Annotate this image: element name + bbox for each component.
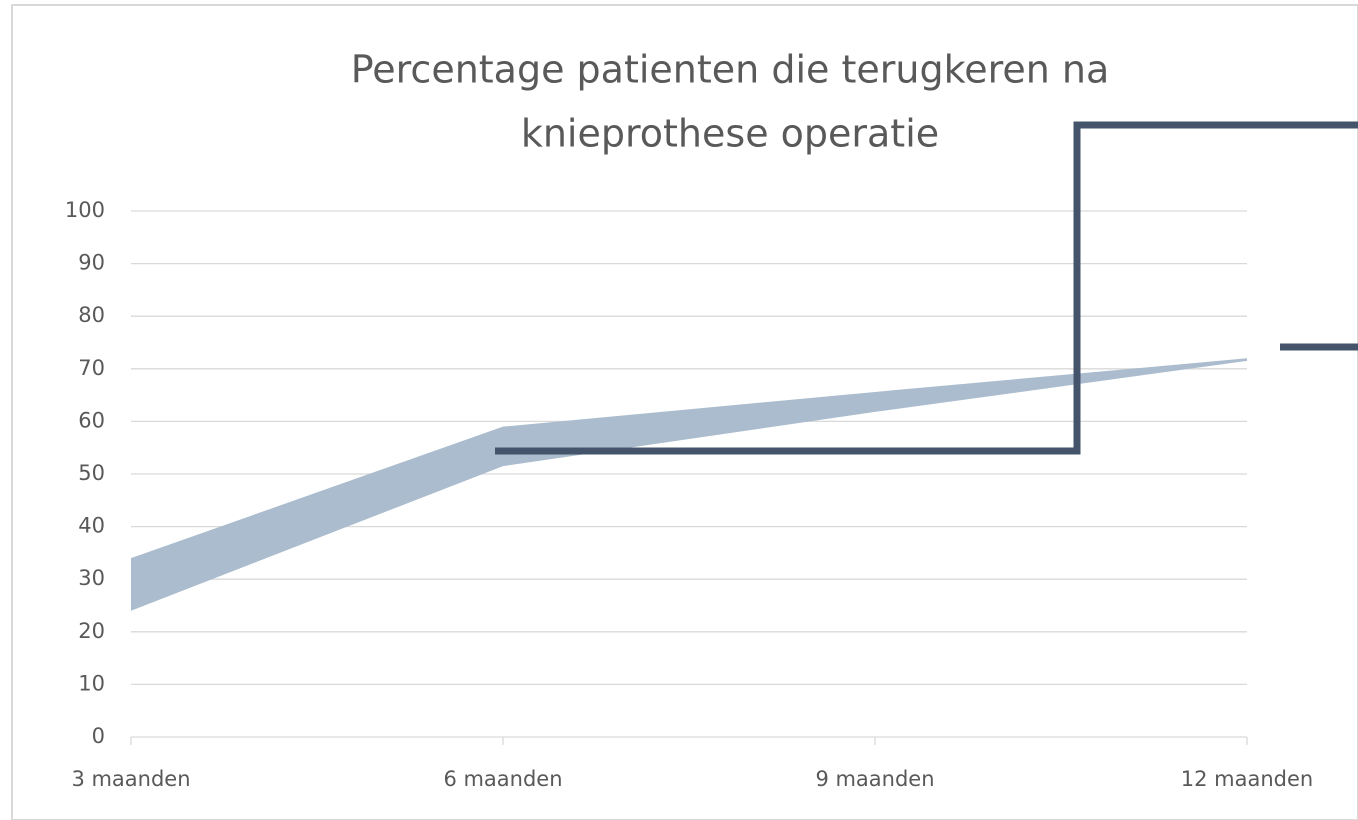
x-tick-label: 3 maanden (71, 767, 190, 791)
y-tick-label: 50 (78, 461, 105, 485)
y-tick-label: 20 (78, 619, 105, 643)
y-tick-label: 90 (78, 251, 105, 275)
y-tick-label: 30 (78, 566, 105, 590)
overlay-shape (495, 121, 1358, 455)
y-tick-label: 10 (78, 671, 105, 695)
chart-title: knieprothese operatie (521, 112, 939, 156)
y-tick-label: 60 (78, 408, 105, 432)
chart-title: Percentage patienten die terugkeren na (351, 48, 1110, 92)
y-tick-label: 70 (78, 356, 105, 380)
y-tick-label: 40 (78, 514, 105, 538)
range-band (131, 358, 1247, 611)
x-tick-label: 12 maanden (1181, 767, 1313, 791)
x-tick-label: 6 maanden (443, 767, 562, 791)
y-tick-label: 80 (78, 303, 105, 327)
y-tick-label: 0 (92, 724, 105, 748)
y-tick-label: 100 (65, 198, 105, 222)
x-tick-label: 9 maanden (815, 767, 934, 791)
